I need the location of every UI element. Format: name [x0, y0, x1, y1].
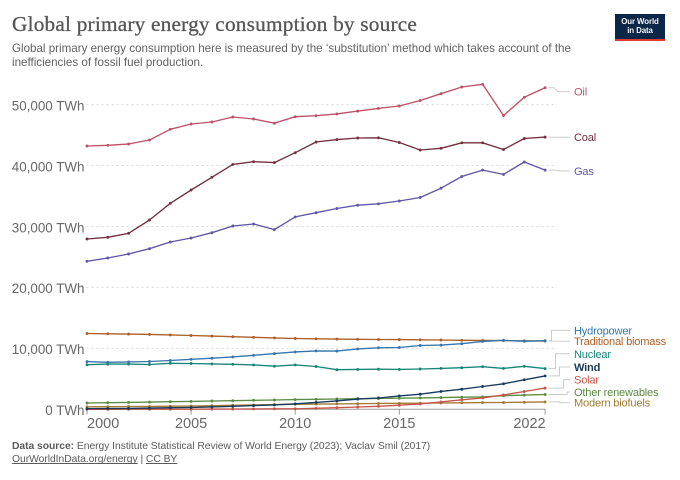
svg-text:Oil: Oil: [574, 87, 587, 99]
svg-text:Solar: Solar: [574, 375, 599, 387]
svg-text:Modern biofuels: Modern biofuels: [574, 398, 651, 410]
svg-text:50,000 TWh: 50,000 TWh: [12, 98, 85, 113]
svg-text:0 TWh: 0 TWh: [45, 403, 84, 418]
svg-text:2000: 2000: [87, 416, 119, 432]
svg-text:2015: 2015: [383, 416, 415, 432]
svg-text:Hydropower: Hydropower: [574, 325, 632, 337]
svg-text:Wind: Wind: [574, 362, 601, 374]
svg-text:2005: 2005: [175, 416, 207, 432]
svg-text:2022: 2022: [513, 416, 545, 432]
svg-text:40,000 TWh: 40,000 TWh: [12, 159, 85, 174]
svg-text:Traditional biomass: Traditional biomass: [574, 336, 667, 348]
svg-text:Gas: Gas: [574, 166, 594, 178]
svg-text:10,000 TWh: 10,000 TWh: [12, 342, 85, 357]
svg-text:20,000 TWh: 20,000 TWh: [12, 281, 85, 296]
svg-text:2010: 2010: [279, 416, 311, 432]
svg-text:Other renewables: Other renewables: [574, 387, 659, 399]
svg-text:30,000 TWh: 30,000 TWh: [12, 220, 85, 235]
svg-text:Nuclear: Nuclear: [574, 349, 611, 361]
svg-text:Coal: Coal: [574, 132, 596, 144]
